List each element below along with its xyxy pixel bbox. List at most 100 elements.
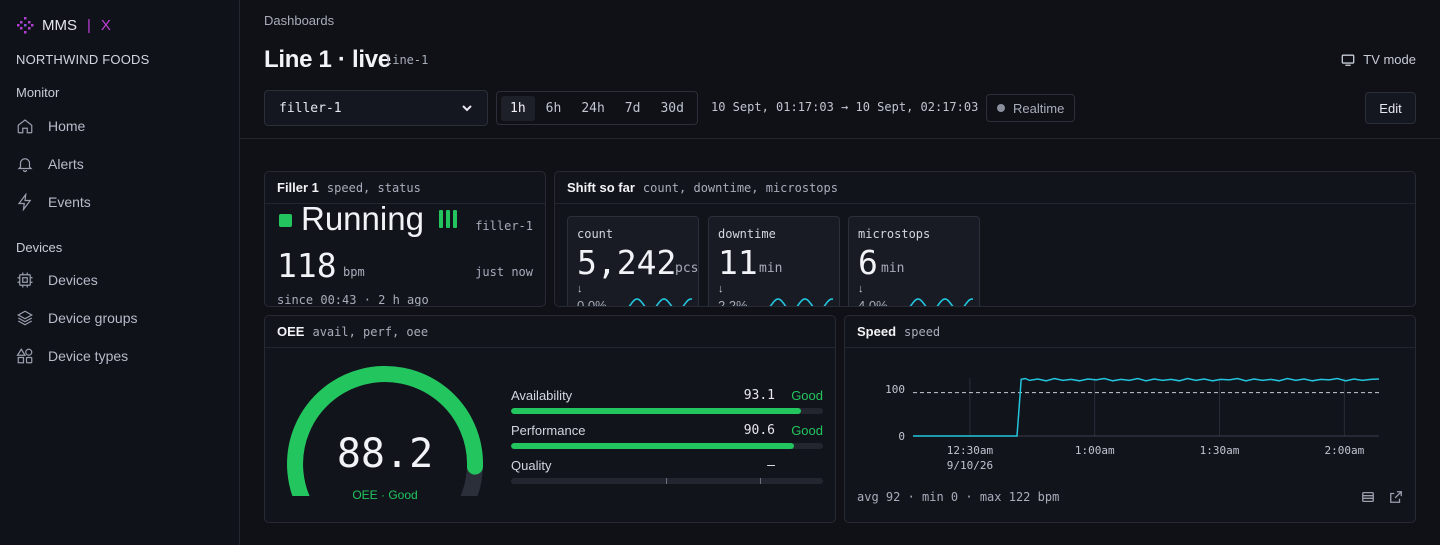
status-square-icon (279, 214, 292, 227)
x-date-label: 9/10/26 (947, 459, 993, 472)
device-select-value: filler-1 (279, 100, 342, 116)
org-name[interactable]: NORTHWIND FOODS (16, 52, 150, 67)
stat-card-microstops: microstops 6 min ↓ 4.0% (848, 216, 980, 306)
metric-value: 90.6 (743, 423, 775, 438)
range-24h[interactable]: 24h (581, 100, 605, 116)
stat-unit: pcs (675, 261, 699, 276)
speed-panel: Speed speed 12:30am 1:00am 1:30am 2:00am 9/1… (844, 315, 1416, 523)
oee-panel-header: OEE avail, perf, oee (265, 316, 835, 348)
shift-panel-header: Shift so far count, downtime, microstops (555, 172, 1415, 204)
panel-title: Filler 1 (277, 180, 319, 195)
filler-panel-header: Filler 1 speed, status (265, 172, 545, 204)
realtime-toggle[interactable]: Realtime (986, 94, 1076, 122)
range-7d[interactable]: 7d (624, 100, 641, 116)
panel-subtitle: speed (904, 324, 941, 339)
stat-label: microstops (858, 227, 931, 241)
monitor-icon (1341, 54, 1355, 66)
dashboard-slug: line-1 (385, 53, 429, 67)
arrow-down-icon: ↓ (858, 283, 864, 295)
panel-title: Shift so far (567, 180, 635, 195)
brand-name: MMS (42, 16, 77, 34)
brand[interactable]: MMS | X (16, 16, 111, 34)
sparkline-path (909, 298, 974, 306)
metric-fill (511, 408, 802, 414)
y-tick-label: 100 (885, 383, 905, 396)
table-icon[interactable] (1361, 490, 1375, 504)
stat-label: downtime (718, 227, 776, 241)
sidebar-item-label: Events (48, 194, 91, 210)
sparkline (909, 298, 974, 306)
stat-label: count (577, 227, 614, 241)
layers-icon (17, 310, 33, 326)
date-range[interactable]: 10 Sept, 01:17:03 → 10 Sept, 02:17:03 (711, 100, 979, 114)
page-title: Line 1 · live (264, 46, 391, 73)
home-icon (17, 119, 33, 134)
metric-name: Quality (511, 458, 552, 473)
oee-gauge (287, 365, 484, 496)
sidebar-item-device-groups[interactable]: Device groups (16, 303, 226, 333)
range-6h[interactable]: 6h (545, 100, 562, 116)
sidebar-item-home[interactable]: Home (16, 111, 226, 141)
sidebar-item-alerts[interactable]: Alerts (16, 149, 226, 179)
speed-actions (1361, 490, 1403, 504)
lightning-icon (17, 193, 32, 211)
sidebar-item-events[interactable]: Events (16, 187, 226, 217)
sidebar-item-label: Alerts (48, 156, 84, 172)
speed-series-line (913, 377, 1380, 437)
bell-icon (17, 158, 33, 173)
tv-mode-label: TV mode (1363, 52, 1416, 67)
sidebar: MMS | X NORTHWIND FOODS Monitor Home Ale… (0, 0, 240, 545)
metric-track (511, 478, 823, 484)
time-range-group: 1h 6h 24h 7d 30d (496, 91, 698, 125)
chevron-down-icon (462, 105, 472, 112)
section-monitor: Monitor (16, 85, 60, 100)
speed-chart: 12:30am 1:00am 1:30am 2:00am 9/10/26 0 100 (885, 377, 1380, 472)
sidebar-item-label: Home (48, 118, 86, 134)
sparkline-path (628, 298, 693, 306)
panel-subtitle: speed, status (326, 180, 421, 195)
arrow-down-icon: ↓ (577, 283, 583, 295)
since-text: since 00:43 · 2 h ago (277, 293, 429, 307)
range-1h[interactable]: 1h (501, 95, 535, 121)
sidebar-item-device-types[interactable]: Device types (16, 341, 226, 371)
oee-caption: OEE · Good (352, 488, 418, 502)
breadcrumb[interactable]: Dashboards (264, 13, 335, 28)
panel-subtitle: count, downtime, microstops (642, 180, 838, 195)
stat-unit: min (759, 261, 783, 276)
speed-summary: avg 92 · min 0 · max 122 bpm (857, 490, 1060, 504)
speed-unit: bpm (343, 265, 365, 279)
external-link-icon[interactable] (1389, 490, 1403, 504)
logo-icon (17, 17, 34, 34)
sparkline (628, 298, 693, 306)
section-devices: Devices (16, 240, 63, 255)
filler-panel: Filler 1 speed, status Running filler-1 … (264, 171, 546, 307)
sidebar-item-label: Devices (48, 272, 98, 288)
panel-subtitle: avail, perf, oee (312, 324, 429, 339)
y-tick-label: 0 (898, 430, 905, 443)
device-select[interactable]: filler-1 (264, 90, 488, 126)
speed-value: 118 (277, 246, 337, 285)
sparkline-path (769, 298, 834, 306)
brand-separator: | (87, 16, 91, 34)
tv-mode-button[interactable]: TV mode (1341, 52, 1416, 67)
range-30d[interactable]: 30d (660, 100, 684, 116)
metric-track (511, 443, 823, 449)
shift-panel: Shift so far count, downtime, microstops… (554, 171, 1416, 307)
metric-value: 93.1 (743, 388, 775, 403)
stat-value: 5,242 (577, 243, 677, 282)
edit-button[interactable]: Edit (1365, 92, 1416, 124)
metric-tick (666, 478, 667, 484)
x-tick-label: 1:30am (1200, 444, 1240, 457)
speed-panel-header: Speed speed (845, 316, 1415, 348)
gauge-fill (287, 366, 484, 496)
panel-title: Speed (857, 324, 897, 339)
metric-fill (511, 443, 794, 449)
stat-change: 0.0% (577, 298, 607, 307)
sidebar-item-label: Device groups (48, 310, 138, 326)
stat-card-count: count 5,242 pcs ↓ 0.0% (567, 216, 699, 307)
stat-unit: min (881, 261, 905, 276)
updated-text: just now (475, 265, 533, 279)
realtime-dot-icon (997, 104, 1005, 112)
sparkline (769, 298, 834, 306)
sidebar-item-devices[interactable]: Devices (16, 265, 226, 295)
